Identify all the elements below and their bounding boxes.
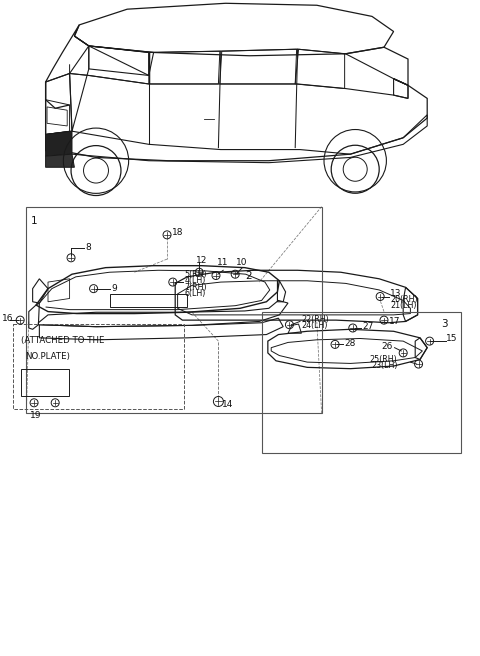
Text: 1: 1	[31, 216, 38, 226]
Text: 22(RH): 22(RH)	[301, 315, 329, 324]
Polygon shape	[46, 131, 72, 156]
Text: 11: 11	[217, 258, 229, 267]
Text: 20(RH): 20(RH)	[390, 295, 418, 304]
Bar	[26, 207, 322, 413]
Text: 26: 26	[381, 342, 393, 351]
Text: 13: 13	[390, 289, 402, 298]
Text: 4(LH): 4(LH)	[184, 276, 206, 285]
Text: 25(RH): 25(RH)	[370, 355, 397, 364]
Text: 3: 3	[442, 319, 448, 329]
Text: 12: 12	[196, 256, 207, 265]
Text: 14: 14	[222, 400, 234, 409]
Text: 15: 15	[446, 334, 458, 343]
Bar	[262, 312, 461, 453]
Text: 21(LH): 21(LH)	[390, 301, 417, 310]
Text: 8: 8	[85, 243, 91, 253]
Text: 2: 2	[245, 271, 252, 281]
Text: 23(LH): 23(LH)	[371, 361, 397, 370]
Text: 28: 28	[345, 338, 356, 348]
Text: 9: 9	[112, 284, 118, 293]
Text: 7(RH): 7(RH)	[184, 283, 207, 292]
Text: (ATTACHED TO THE: (ATTACHED TO THE	[21, 336, 104, 345]
Text: 10: 10	[236, 258, 248, 267]
Text: 6(LH): 6(LH)	[184, 289, 206, 298]
Text: 18: 18	[172, 228, 183, 237]
Text: 19: 19	[30, 411, 42, 420]
Text: 24(LH): 24(LH)	[301, 321, 328, 330]
Bar	[13, 324, 184, 409]
Text: NO.PLATE): NO.PLATE)	[25, 352, 70, 361]
Polygon shape	[46, 154, 74, 167]
Text: 17: 17	[389, 317, 400, 326]
Text: 16: 16	[2, 314, 14, 323]
Text: 27: 27	[362, 322, 374, 331]
Text: 5(RH): 5(RH)	[184, 270, 207, 279]
